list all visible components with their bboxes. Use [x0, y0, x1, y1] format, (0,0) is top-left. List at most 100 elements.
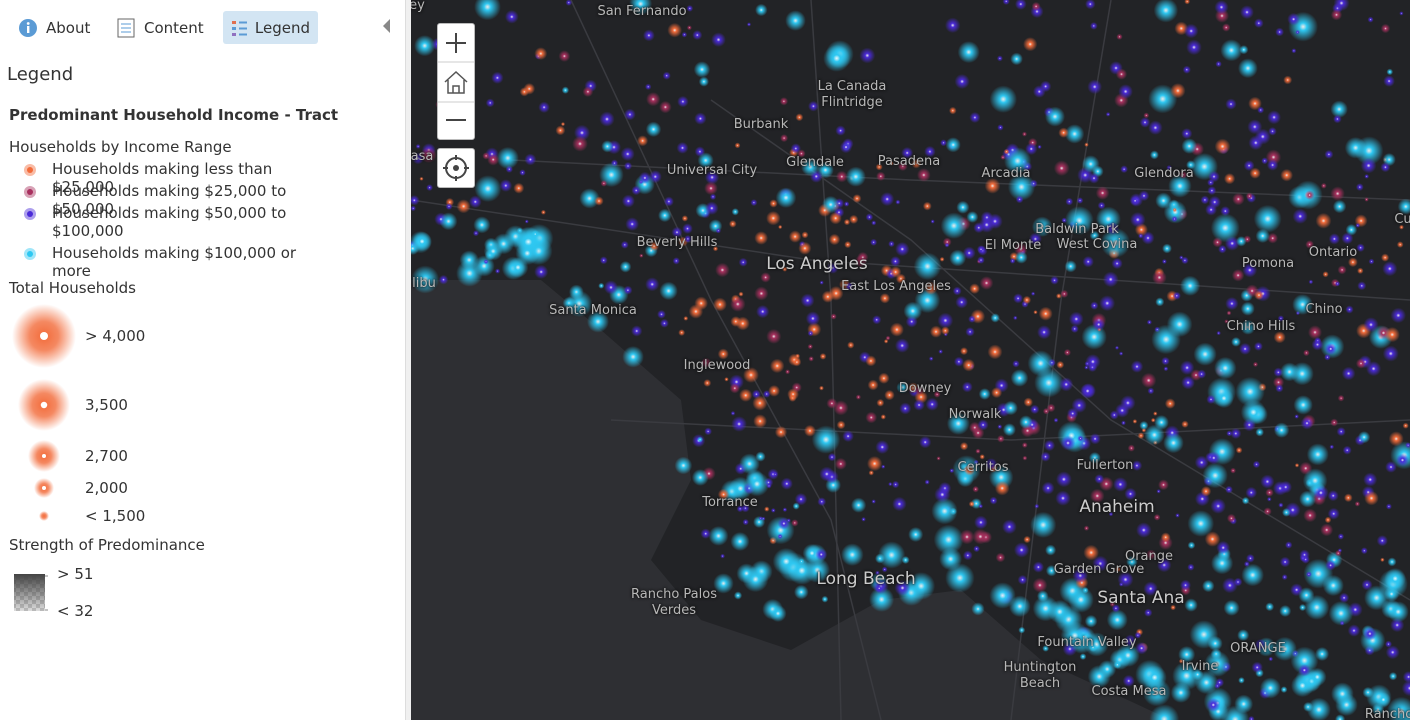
household-dot	[1254, 290, 1264, 300]
about-tab[interactable]: About	[10, 11, 98, 44]
household-dot	[445, 203, 453, 210]
household-dot	[1121, 420, 1126, 426]
household-dot	[1344, 493, 1353, 503]
household-dot	[1240, 399, 1266, 425]
household-dot	[686, 4, 694, 12]
household-dot	[801, 231, 809, 239]
household-dot	[939, 256, 945, 262]
swatch-dot	[27, 167, 33, 173]
household-dot	[1362, 686, 1374, 698]
household-dot	[1214, 388, 1234, 409]
household-dot	[487, 153, 500, 166]
household-dot	[1146, 549, 1157, 560]
household-dot	[819, 466, 835, 482]
household-dot	[739, 388, 753, 402]
household-dot	[469, 195, 482, 209]
household-dot	[1003, 148, 1010, 155]
household-dot	[1143, 581, 1158, 596]
household-dot	[758, 516, 763, 521]
size-center	[40, 401, 48, 409]
household-dot	[1120, 165, 1128, 174]
household-dot	[741, 503, 750, 513]
household-dot	[694, 112, 707, 125]
household-dot	[871, 220, 877, 226]
household-dot	[1337, 394, 1345, 402]
household-dot	[766, 328, 782, 344]
household-dot	[881, 464, 886, 469]
household-dot	[1033, 310, 1038, 315]
household-dot	[1206, 697, 1221, 712]
household-dot	[1341, 232, 1354, 245]
household-dot	[1363, 317, 1379, 333]
size-symbol	[12, 304, 76, 368]
household-dot	[1083, 525, 1090, 531]
size-center	[42, 486, 46, 490]
map-label: Pomona	[1241, 256, 1295, 271]
household-dot	[1041, 481, 1055, 495]
household-dot	[794, 493, 808, 506]
household-dot	[1017, 574, 1028, 585]
household-dot	[955, 295, 968, 309]
household-dot	[1333, 114, 1342, 124]
household-dot	[752, 395, 768, 411]
household-dot	[1320, 523, 1334, 537]
content-tab[interactable]: Content	[108, 11, 212, 44]
household-dot	[499, 179, 513, 192]
household-dot	[1084, 142, 1089, 147]
household-dot	[807, 343, 813, 350]
household-dot	[985, 458, 998, 471]
map[interactable]: ey San Fernando La Canada Flintridge Burban…	[411, 0, 1410, 720]
household-dot	[658, 208, 672, 223]
household-dot	[1207, 451, 1221, 465]
household-dot	[1023, 37, 1038, 52]
panel-divider[interactable]	[405, 0, 411, 720]
household-dot	[1122, 674, 1135, 687]
household-dot	[1014, 542, 1030, 558]
household-dot	[1388, 431, 1404, 447]
household-dot	[959, 442, 969, 451]
household-dot	[1364, 585, 1390, 611]
household-dot	[843, 218, 851, 226]
household-dot	[1226, 310, 1232, 316]
road	[411, 199, 1410, 301]
household-dot	[876, 171, 886, 181]
household-dot	[491, 71, 504, 84]
household-dot	[730, 532, 750, 551]
size-symbol	[18, 379, 70, 431]
household-dot	[1105, 112, 1111, 117]
legend-tab[interactable]: Legend	[223, 11, 318, 44]
household-dot	[962, 246, 976, 260]
household-dot	[766, 211, 781, 226]
household-dot	[778, 224, 783, 230]
household-dot	[1280, 168, 1293, 182]
household-dot	[1240, 319, 1256, 335]
household-dot	[1032, 216, 1053, 237]
household-dot	[1246, 553, 1255, 563]
household-dot	[1396, 241, 1404, 248]
household-dot	[1298, 664, 1311, 677]
household-dot	[868, 470, 874, 476]
household-dot	[1263, 507, 1272, 516]
map-label: East Los Angeles	[841, 279, 951, 294]
household-dot	[972, 528, 989, 545]
household-dot	[659, 281, 678, 301]
household-dot	[880, 192, 895, 207]
household-dot	[1383, 75, 1395, 87]
collapse-button[interactable]	[380, 18, 392, 34]
household-dot	[1102, 271, 1119, 288]
household-dot	[1118, 84, 1133, 99]
household-dot	[908, 527, 924, 542]
household-dot	[438, 274, 449, 285]
household-dot	[1259, 677, 1281, 699]
income-swatch	[24, 186, 36, 198]
household-dot	[1385, 461, 1397, 473]
household-dot	[1207, 178, 1215, 187]
map-label: Glendale	[786, 155, 844, 170]
household-dot	[984, 178, 1001, 194]
household-dot	[1172, 207, 1177, 213]
household-dot	[1160, 532, 1171, 543]
household-dot	[621, 194, 635, 208]
locate-button[interactable]	[437, 148, 475, 188]
household-dot	[1025, 142, 1038, 155]
household-dot	[1004, 147, 1032, 175]
